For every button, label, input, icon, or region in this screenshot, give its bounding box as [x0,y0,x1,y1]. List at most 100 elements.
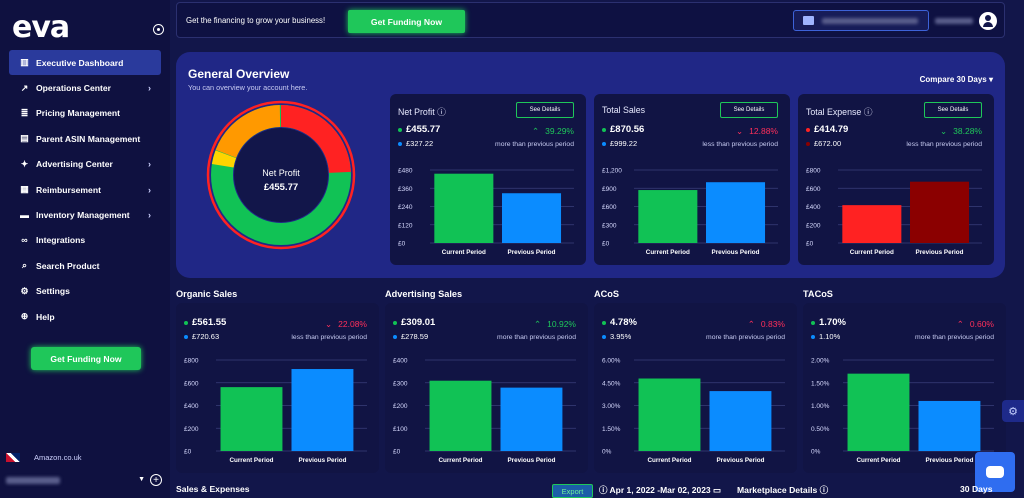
sidebar-item-operations-center[interactable]: ↗ Operations Center › [9,75,161,100]
donut-outer-ring [206,100,356,250]
comparison-note: more than previous period [497,334,576,341]
account-badge[interactable] [793,10,929,31]
change-value: 22.08% [338,319,367,329]
add-account-icon[interactable]: + [150,474,162,486]
previous-value: £720.63 [184,332,219,341]
bar-chart: £1,200 £900 £600 £300 £0 Current Period Previo… [602,168,778,256]
bar-current [429,380,492,451]
change-value: 0.83% [760,319,785,329]
see-details-button[interactable]: See Details [924,102,982,118]
gear-icon: ⚙ [20,285,29,296]
bar-chart: £480 £360 £240 £120 £0 Current Period Previous… [398,168,574,256]
compare-period-dropdown[interactable]: Compare 30 Days ▾ [919,75,993,84]
account-switcher[interactable]: ▼ + [6,474,166,487]
card-title: Total Expense ⓘ [806,107,873,117]
previous-dot-icon [806,141,810,146]
comparison-note: more than previous period [706,334,785,341]
sidebar-item-settings[interactable]: ⚙ Settings [9,279,161,304]
bottom-days-dropdown[interactable]: 30 Days [960,484,993,494]
y-tick-label: £0 [602,241,610,248]
current-value-text: 4.78% [610,317,637,328]
sidebar-item-label: Advertising Center [36,159,113,170]
sidebar: eva ▥ Executive Dashboard ↗ Operations Cent… [0,0,170,498]
previous-dot-icon [602,334,606,339]
marketplace-details-title: Marketplace Details ⓘ [737,485,829,495]
avatar[interactable] [979,12,997,30]
x-category-label: Current Period [646,249,690,256]
change-percent: ⌄ 22.08% [325,319,367,330]
section-title: ACoS [594,289,620,299]
bar-current [638,378,701,451]
current-dot-icon [602,320,606,325]
marketplace-selector[interactable]: Amazon.co.uk [6,453,82,462]
y-tick-label: £600 [602,204,617,211]
bar-current [842,205,902,243]
y-tick-label: £300 [602,222,617,229]
arrow-up-icon: ⌄ [940,126,948,136]
sidebar-item-pricing-management[interactable]: ≣ Pricing Management [9,101,161,126]
sidebar-item-reimbursement[interactable]: ▦ Reimbursement › [9,177,161,202]
sidebar-item-label: Inventory Management [36,210,130,221]
sidebar-item-executive-dashboard[interactable]: ▥ Executive Dashboard [9,50,161,76]
bar-chart: £800 £600 £400 £200 £0 Current Period Previous… [806,168,982,256]
briefcase-icon [803,16,814,25]
sidebar-get-funding-button[interactable]: Get Funding Now [31,347,141,370]
y-tick-label: £360 [398,186,413,193]
x-category-label: Previous Period [508,249,556,256]
chevron-right-icon: › [148,83,151,94]
chevron-right-icon: › [148,210,151,221]
current-value-text: 1.70% [819,317,846,328]
list-icon: ≣ [20,107,29,118]
bar-current [847,373,910,451]
change-percent: ⌃ 10.92% [534,319,576,330]
chat-icon[interactable] [975,452,1015,492]
x-category-label: Previous Period [916,249,964,256]
sidebar-item-label: Operations Center [36,83,111,94]
y-tick-label: £200 [184,426,199,433]
current-value: 4.78% [602,317,637,328]
bar-chart-icon: ▥ [20,57,29,68]
export-button[interactable]: Export [552,484,593,498]
settings-gear-icon[interactable]: ⚙ [1002,400,1024,422]
account-name-redacted [6,477,60,484]
caret-down-icon[interactable]: ▼ [138,476,145,483]
comparison-note: less than previous period [906,141,982,148]
link-icon: ∞ [21,235,28,246]
previous-value-text: £327.22 [406,139,434,148]
y-tick-label: 0% [811,449,821,456]
receipt-icon: ▦ [20,184,29,195]
bar-previous [910,181,970,243]
donut-red-segment [211,105,351,245]
y-tick-label: £0 [398,241,406,248]
change-value: 38.28% [953,126,982,136]
sidebar-item-label: Help [36,311,55,322]
sidebar-item-parent-asin-management[interactable]: ▤ Parent ASIN Management [9,126,161,151]
arrow-down-icon: ⌄ [736,126,744,136]
sidebar-item-help[interactable]: ⊕ Help [9,304,161,329]
previous-dot-icon [184,334,188,339]
collapse-sidebar-icon[interactable] [153,24,164,35]
y-tick-label: 4.50% [602,380,621,387]
card-title: Net Profit ⓘ [398,107,446,117]
y-tick-label: £400 [184,403,199,410]
bar-previous [918,400,981,451]
date-range-picker[interactable]: ⓘ Apr 1, 2022 -Mar 02, 2023 ▭ [599,485,722,495]
see-details-button[interactable]: See Details [720,102,778,118]
x-category-label: Previous Period [507,457,555,464]
sidebar-item-integrations[interactable]: ∞ Integrations [9,228,161,253]
previous-value-text: £672.00 [814,139,842,148]
arrow-down-icon: ⌄ [325,319,333,329]
marketplace-label: Amazon.co.uk [34,453,82,462]
section-title: Organic Sales [176,289,238,299]
change-percent: ⌃ 0.60% [957,319,994,330]
sidebar-item-search-product[interactable]: ⌕ Search Product [9,253,161,278]
metric-card: 4.78% 3.95% ⌃ 0.83% more than previous perio… [594,303,797,473]
document-icon: ▤ [20,133,29,144]
see-details-button[interactable]: See Details [516,102,574,118]
sidebar-item-advertising-center[interactable]: ✦ Advertising Center › [9,152,161,177]
sales-expenses-title: Sales & Expenses [176,484,250,494]
y-tick-label: £400 [393,358,408,365]
sidebar-item-inventory-management[interactable]: ▬ Inventory Management › [9,202,161,227]
top-get-funding-button[interactable]: Get Funding Now [348,10,465,33]
y-tick-label: £400 [806,204,821,211]
